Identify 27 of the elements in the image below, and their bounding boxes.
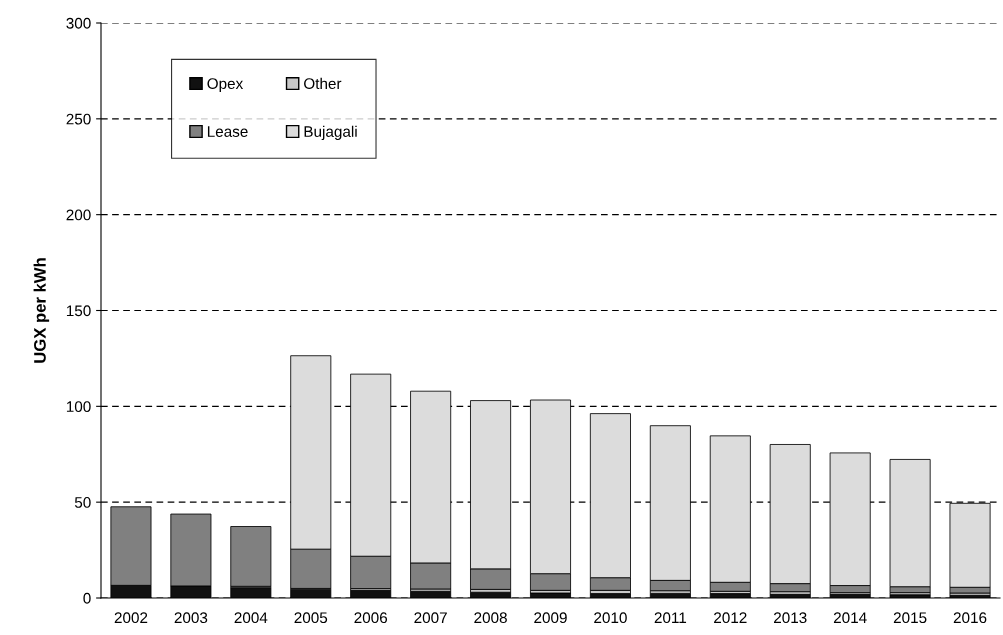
x-tick-label: 2015 <box>893 612 927 624</box>
x-tick-label: 2009 <box>534 612 567 624</box>
y-tick-label: 100 <box>66 401 91 413</box>
x-tick-label: 2006 <box>354 612 388 624</box>
y-tick-label: 200 <box>66 209 91 221</box>
x-tick-label: 2010 <box>594 612 627 624</box>
x-tick-label: 2003 <box>174 612 208 624</box>
x-tick-label: 2013 <box>774 612 807 624</box>
y-tick-label: 0 <box>83 592 91 604</box>
x-tick-label: 2014 <box>833 612 867 624</box>
x-tick-label: 2005 <box>294 612 328 624</box>
legend-label: Other <box>304 77 342 90</box>
legend-label: Lease <box>207 126 248 137</box>
x-tick-label: 2012 <box>714 612 747 624</box>
x-tick-label: 2004 <box>234 612 268 624</box>
legend-label: Bujagali <box>304 125 357 140</box>
y-axis-title: UGX per kWh <box>33 258 50 363</box>
x-tick-label: 2008 <box>474 612 507 624</box>
x-tick-label: 2016 <box>953 612 987 624</box>
legend-label: Opex <box>207 78 244 93</box>
x-tick-label: 2002 <box>114 612 148 624</box>
y-tick-label: 250 <box>66 113 91 125</box>
x-tick-label: 2007 <box>414 612 447 624</box>
y-tick-label: 300 <box>66 17 91 29</box>
x-tick-label: 2011 <box>654 612 687 624</box>
y-tick-label: 150 <box>66 305 91 317</box>
y-tick-label: 50 <box>74 497 91 508</box>
